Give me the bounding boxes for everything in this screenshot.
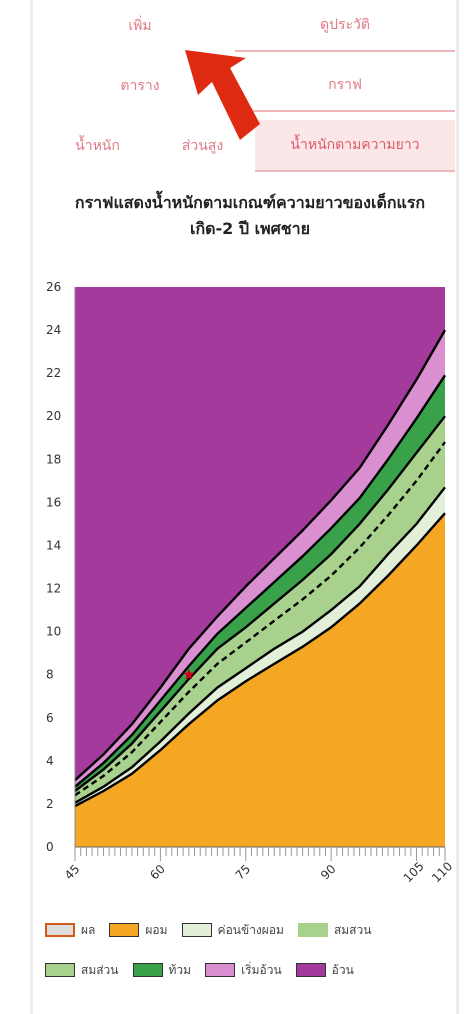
legend-chubby-item: ท้วม xyxy=(132,961,192,980)
legend-somewhat-thin-label: ค่อนข้างผอม xyxy=(217,922,284,937)
y-tick-label: 2 xyxy=(46,797,54,811)
legend-thin-item: ผอม xyxy=(109,921,168,940)
boundary-line-1 xyxy=(74,486,446,804)
chart-lines xyxy=(74,329,447,808)
y-tick-label: 8 xyxy=(46,668,54,682)
y-tick-label: 22 xyxy=(46,366,61,380)
legend-somewhat-thin-swatch xyxy=(181,923,212,937)
result-marker xyxy=(183,668,195,680)
y-tick-label: 20 xyxy=(46,409,61,423)
boundary-line-0 xyxy=(74,512,446,808)
legend-thin-swatch xyxy=(109,923,140,937)
band-thin xyxy=(75,513,445,847)
x-tick-label: 45 xyxy=(62,862,83,883)
y-tick-label: 18 xyxy=(46,452,61,466)
legend-overweight-start-label: เริ่มอ้วน xyxy=(241,962,282,977)
chart-title: กราฟแสดงน้ำหนักตามเกณฑ์ความยาวของเด็กแรก… xyxy=(45,190,455,242)
y-tick-label: 14 xyxy=(46,538,61,552)
legend-proportional-alt-swatch xyxy=(297,923,328,937)
legend-overweight-start-item: เริ่มอ้วน xyxy=(205,961,282,980)
legend-overweight-start-swatch xyxy=(205,963,236,977)
legend-somewhat-thin-item: ค่อนข้างผอม xyxy=(181,921,284,940)
tab-weight-for-length[interactable]: น้ำหนักตามความยาว xyxy=(255,120,455,172)
left-rail xyxy=(30,0,33,1014)
y-tick-label: 4 xyxy=(46,754,54,768)
legend-chubby-swatch xyxy=(132,963,163,977)
tab-add[interactable]: เพิ่ม xyxy=(128,18,152,34)
chart-marker-layer xyxy=(183,668,195,680)
y-tick-label: 24 xyxy=(46,323,61,337)
tab-height[interactable]: ส่วนสูง xyxy=(181,138,224,154)
legend-proportional-label: สมส่วน xyxy=(81,962,119,977)
x-tick-label: 75 xyxy=(233,862,254,883)
band-proportional xyxy=(75,416,445,803)
tab-table[interactable]: ตาราง xyxy=(120,78,160,94)
red-arrow-icon xyxy=(185,50,260,140)
boundary-line-5 xyxy=(74,329,447,782)
legend-row-2: สมส่วน ท้วม เริ่มอ้วน อ้วน xyxy=(45,960,455,980)
tab-weight[interactable]: น้ำหนัก xyxy=(75,138,120,154)
boundary-line-3 xyxy=(74,415,446,792)
tab-row-graph-type: น้ำหนัก ส่วนสูง น้ำหนักตามความยาว xyxy=(45,120,455,172)
y-tick-label: 26 xyxy=(46,280,61,294)
x-tick-label: 60 xyxy=(147,862,168,883)
x-tick-label: 90 xyxy=(318,862,339,883)
tab-row-view: ตาราง กราฟ xyxy=(45,60,455,112)
legend: ผล ผอม ค่อนข้างผอม สมสวน สมส่วน ท้วม เริ่มอ้ว… xyxy=(45,920,455,1000)
right-rail xyxy=(456,0,459,1014)
legend-proportional-alt-item: สมสวน xyxy=(297,921,372,940)
boundary-line-2 xyxy=(74,441,446,797)
x-tick-label: 110 xyxy=(429,859,455,885)
legend-result-label: ผล xyxy=(81,922,96,937)
tab-row-actions: เพิ่ม ดูประวัติ xyxy=(45,0,455,52)
y-tick-label: 12 xyxy=(46,582,61,596)
legend-proportional-alt-label: สมสวน xyxy=(333,922,372,937)
boundary-line-4 xyxy=(74,374,447,788)
y-tick-label: 16 xyxy=(46,495,61,509)
legend-fat-item: อ้วน xyxy=(295,961,354,980)
legend-result-item: ผล xyxy=(45,921,95,940)
legend-chubby-label: ท้วม xyxy=(168,962,192,977)
legend-thin-label: ผอม xyxy=(145,922,168,937)
tab-history[interactable]: ดูประวัติ xyxy=(235,0,455,52)
legend-proportional-swatch xyxy=(45,963,75,977)
legend-result-swatch xyxy=(45,923,75,937)
legend-proportional-item: สมส่วน xyxy=(45,961,119,980)
tab-graph[interactable]: กราฟ xyxy=(235,60,455,112)
legend-fat-label: อ้วน xyxy=(331,962,354,977)
x-tick-label: 105 xyxy=(401,859,427,885)
chart-title-line-1: กราฟแสดงน้ำหนักตามเกณฑ์ความยาวของเด็กแรก xyxy=(74,193,426,212)
red-arrow-shape xyxy=(185,50,260,140)
x-axis: 45 60 75 90 105 110 xyxy=(62,846,455,885)
chart-bands xyxy=(75,287,445,847)
y-tick-label: 10 xyxy=(46,625,61,639)
y-tick-label: 0 xyxy=(46,840,54,854)
legend-fat-swatch xyxy=(295,963,326,977)
legend-row-1: ผล ผอม ค่อนข้างผอม สมสวน xyxy=(45,920,455,940)
chart-title-line-2: เกิด-2 ปี เพศชาย xyxy=(189,219,310,238)
y-tick-label: 6 xyxy=(46,711,54,725)
